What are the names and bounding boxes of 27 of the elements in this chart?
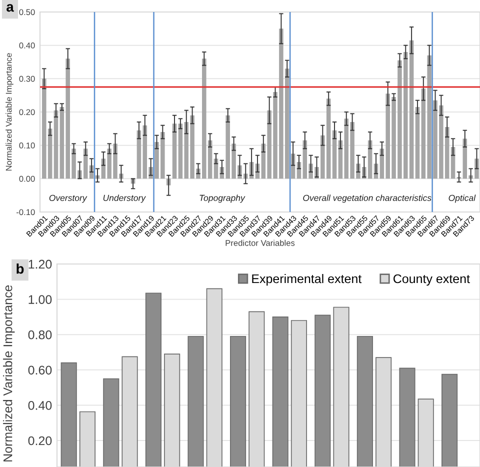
y-tick-label: 0.80 <box>28 330 52 340</box>
annotation: Overstory <box>49 194 88 203</box>
y-axis-title: Normalized Variable Importance <box>6 53 14 171</box>
y-tick-label: 1.00 <box>28 295 52 304</box>
legend-label: County extent <box>394 274 470 286</box>
y-tick-label: 0.20 <box>19 109 35 116</box>
chart-title: a <box>6 4 14 12</box>
annotation: Optical <box>448 194 476 203</box>
y-tick-label: 0.30 <box>19 76 35 82</box>
legend-label: Experimental extent <box>252 274 362 286</box>
y-tick-label: 1.20 <box>28 260 52 269</box>
annotation: Overall vegetation characteristics <box>303 194 432 203</box>
y-tick-label: 0.40 <box>19 42 35 48</box>
x-axis-title: Predictor Variables <box>226 240 295 246</box>
y-tick-label: 0.00 <box>19 176 35 182</box>
annotation: Understory <box>103 194 146 203</box>
y-tick-label: -0.10 <box>16 209 35 216</box>
y-axis-title: Normalized Variable Importance <box>3 285 15 462</box>
y-tick-label: 0.60 <box>28 366 52 375</box>
y-tick-label: 0.10 <box>19 142 35 148</box>
chart-title: b <box>16 264 24 274</box>
y-tick-label: 0.50 <box>19 9 35 16</box>
y-tick-label: 0.20 <box>28 436 52 446</box>
bar <box>54 110 58 179</box>
bar <box>415 107 420 179</box>
y-tick-label: 0.40 <box>28 401 52 410</box>
annotation: Topography <box>200 194 246 203</box>
